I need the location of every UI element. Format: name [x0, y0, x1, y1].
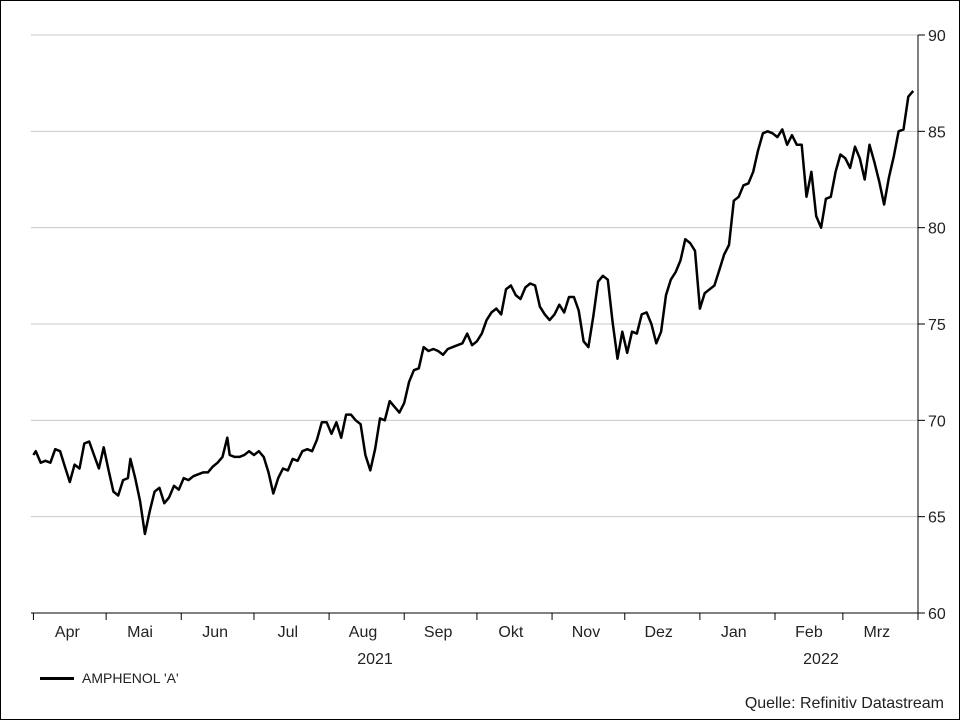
series-line: [32, 90, 915, 536]
x-tick-label: Sep: [424, 624, 453, 641]
legend-swatch: [40, 676, 74, 680]
source-note: Quelle: Refinitiv Datastream: [744, 695, 944, 712]
axes: 60 65 70 75 80 85 90 Apr Mai Jun Jul Aug Sep Okt Nov De…: [31, 28, 946, 668]
x-tick-label: Okt: [498, 624, 523, 641]
x-tick-label: Apr: [55, 624, 81, 641]
x-tick-label: Dez: [644, 624, 672, 641]
x-tick-label: Mrz: [863, 624, 890, 641]
series-layer: [32, 90, 915, 536]
y-tick-label: 85: [928, 124, 946, 141]
x-tick-label: Aug: [349, 624, 377, 641]
y-tick-label: 80: [928, 221, 946, 238]
x-tick-label: Jan: [721, 624, 747, 641]
x-tick-label: Nov: [572, 624, 600, 641]
x-tick-label: Feb: [795, 624, 823, 641]
x-tick-label: Mai: [127, 624, 153, 641]
y-tick-label: 90: [928, 28, 946, 45]
y-tick-label: 60: [928, 606, 946, 623]
y-tick-label: 65: [928, 510, 946, 527]
y-tick-label: 70: [928, 413, 946, 430]
legend: AMPHENOL 'A': [40, 670, 179, 686]
x-tick-label: Jul: [278, 624, 298, 641]
x-tick-label: Jun: [202, 624, 228, 641]
x-year-label: 2021: [357, 651, 393, 668]
x-year-label: 2022: [803, 651, 839, 668]
legend-label: AMPHENOL 'A': [82, 670, 179, 686]
y-tick-label: 75: [928, 317, 946, 334]
gridlines: [31, 34, 918, 518]
